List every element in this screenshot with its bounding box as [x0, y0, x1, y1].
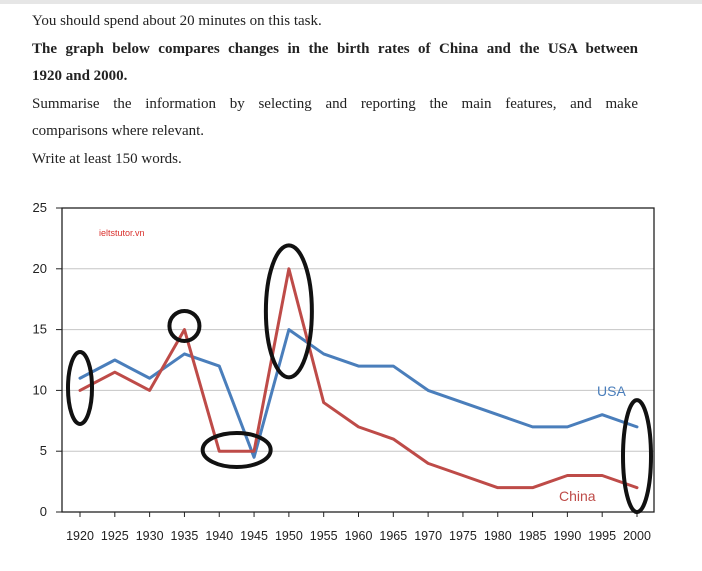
x-tick-label-1920: 1920 [66, 529, 94, 543]
watermark-text: ieltstutor.vn [99, 228, 145, 238]
x-tick-label-1965: 1965 [379, 529, 407, 543]
x-ticks: 1920 1925 1930 1935 1940 1945 1950 1955 1960 1965… [66, 512, 651, 543]
x-tick-label-1975: 1975 [449, 529, 477, 543]
x-tick-label-1940: 1940 [205, 529, 233, 543]
x-tick-label-1960: 1960 [345, 529, 373, 543]
x-tick-label-1930: 1930 [136, 529, 164, 543]
x-tick-label-1970: 1970 [414, 529, 442, 543]
y-tick-label-20: 20 [33, 261, 47, 276]
x-tick-label-1935: 1935 [171, 529, 199, 543]
highlight-circle-3 [200, 430, 273, 469]
x-tick-label-1925: 1925 [101, 529, 129, 543]
series-line-china [78, 267, 639, 490]
highlight-circle-2 [167, 308, 202, 343]
highlight-circles [66, 243, 653, 515]
y-tick-label-15: 15 [33, 322, 47, 337]
x-tick-label-1980: 1980 [484, 529, 512, 543]
x-tick-label-1985: 1985 [519, 529, 547, 543]
x-tick-label-1950: 1950 [275, 529, 303, 543]
y-tick-label-5: 5 [40, 443, 47, 458]
task-prompt-line-2: 1920 and 2000. [32, 68, 128, 84]
task-summary-line-2: comparisons where relevant. [32, 123, 205, 139]
series-line-usa [78, 328, 639, 459]
task-word-count: Write at least 150 words. [32, 150, 182, 167]
highlight-circle-5 [621, 398, 653, 515]
series-label-china: China [559, 488, 596, 504]
highlight-circle-4 [263, 243, 314, 380]
task-instructions: You should spend about 20 minutes on thi… [32, 8, 638, 173]
series-layer [78, 267, 639, 490]
x-tick-label-1995: 1995 [588, 529, 616, 543]
y-tick-label-0: 0 [40, 504, 47, 519]
grid-layer [62, 268, 654, 452]
y-tick-label-10: 10 [33, 382, 47, 397]
x-tick-label-1955: 1955 [310, 529, 338, 543]
task-prompt-line-1: The graph below compares changes in the … [32, 40, 638, 57]
top-bar [0, 0, 702, 4]
highlight-circle-1 [66, 349, 94, 426]
task-time-instruction: You should spend about 20 minutes on thi… [32, 13, 322, 29]
y-ticks: 0 5 10 15 20 25 [33, 200, 62, 519]
series-label-usa: USA [597, 383, 626, 399]
x-tick-label-2000: 2000 [623, 529, 651, 543]
plot-frame [61, 207, 655, 513]
x-tick-label-1945: 1945 [240, 529, 268, 543]
task-summary-line-1: Summarise the information by selecting a… [32, 95, 638, 112]
x-tick-label-1990: 1990 [553, 529, 581, 543]
y-tick-label-25: 25 [33, 200, 47, 215]
